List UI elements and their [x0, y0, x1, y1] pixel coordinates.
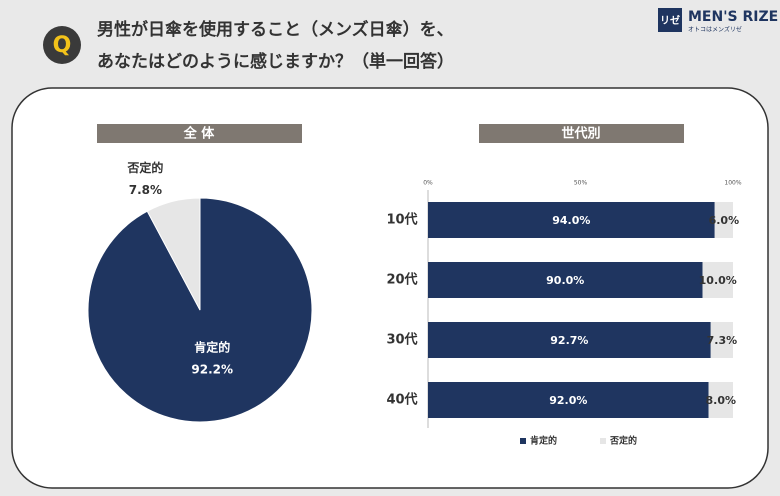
legend-swatch — [520, 438, 526, 444]
bar — [428, 202, 715, 238]
q-badge — [43, 26, 81, 64]
bar — [710, 322, 733, 358]
x-tick-label: 100% — [724, 180, 741, 187]
y-tick-label: 20代 — [386, 272, 417, 288]
pie-label: 否定的 — [126, 160, 163, 175]
section-title: 世代別 — [561, 126, 600, 142]
legend-label: 肯定的 — [530, 435, 557, 447]
pie-value-label: 7.8% — [129, 183, 162, 197]
logo-tagline: オトコはメンズリゼ — [688, 26, 742, 34]
bar-value-label: 6.0% — [709, 214, 740, 227]
bar-value-label: 92.0% — [549, 394, 587, 407]
x-tick-label: 50% — [574, 180, 588, 187]
bar-value-label: 90.0% — [546, 274, 584, 287]
bar-value-label: 10.0% — [699, 274, 737, 287]
bar — [702, 262, 733, 298]
section-title: 全 体 — [183, 126, 216, 142]
title-line: 男性が日傘を使用すること（メンズ日傘）を、 — [97, 19, 454, 40]
pie-value-label: 92.2% — [191, 362, 233, 376]
x-tick-label: 0% — [423, 180, 433, 187]
pie-label: 肯定的 — [194, 339, 230, 354]
legend-label: 否定的 — [609, 435, 637, 447]
logo-icon-box — [658, 8, 682, 32]
bar-value-label: 94.0% — [552, 214, 590, 227]
section-header — [97, 124, 302, 143]
bar — [708, 382, 733, 418]
pie-slice — [146, 197, 201, 311]
bar — [428, 322, 711, 358]
logo-icon: リゼ — [660, 14, 680, 27]
q-mark: Q — [53, 33, 72, 58]
bar — [714, 202, 733, 238]
bar-value-label: 8.0% — [706, 394, 737, 407]
y-tick-label: 10代 — [386, 212, 417, 228]
title-line: あなたはどのように感じますか？（単一回答） — [97, 51, 454, 72]
bar — [428, 382, 709, 418]
legend-swatch — [600, 438, 606, 444]
y-tick-label: 40代 — [386, 392, 417, 408]
section-header — [479, 124, 684, 143]
bar-value-label: 92.7% — [550, 334, 588, 347]
bar-value-label: 7.3% — [707, 334, 738, 347]
logo-name: MEN'S RIZE — [688, 9, 778, 25]
y-tick-label: 30代 — [386, 332, 417, 348]
bar — [428, 262, 703, 298]
